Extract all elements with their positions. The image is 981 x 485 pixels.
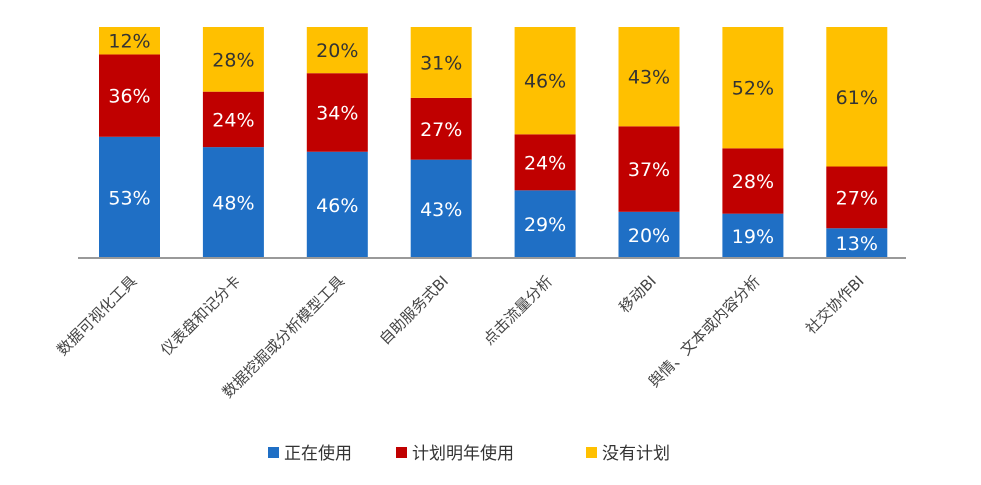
data-label: 53% <box>108 187 150 209</box>
bar-segment <box>514 27 576 135</box>
legend-label: 正在使用 <box>284 443 352 464</box>
legend: 正在使用 计划明年使用 没有计划 <box>268 443 670 464</box>
bar-segment <box>202 91 264 148</box>
data-label: 19% <box>732 226 774 248</box>
bar-segment <box>410 159 472 258</box>
data-label: 27% <box>836 187 878 209</box>
bar-segment <box>826 166 888 229</box>
bar-segment <box>202 147 264 258</box>
x-tick-label: 社交协作BI <box>802 272 868 338</box>
legend-label: 没有计划 <box>602 444 670 464</box>
legend-swatch <box>268 447 279 458</box>
data-label: 34% <box>316 102 358 124</box>
data-label: 46% <box>524 71 566 93</box>
bar-segment <box>618 211 680 258</box>
bar-segment <box>306 27 368 74</box>
bar-segment <box>722 213 784 258</box>
data-label: 28% <box>212 49 254 71</box>
data-label: 20% <box>316 40 358 62</box>
data-label: 61% <box>836 87 878 109</box>
bar-segment <box>618 126 680 212</box>
bar-segment <box>618 27 680 127</box>
x-tick-label: 自助服务式BI <box>376 272 452 348</box>
x-tick-label: 数据挖掘或分析模型工具 <box>219 272 348 401</box>
bar-segment <box>306 73 368 152</box>
legend-swatch <box>396 447 407 458</box>
x-tick-label: 数据可视化工具 <box>53 272 140 359</box>
bar-segment <box>410 27 472 98</box>
data-label: 46% <box>316 195 358 217</box>
bar-segment <box>826 27 888 167</box>
data-label: 27% <box>420 119 462 141</box>
bar-segment <box>99 54 160 137</box>
data-label: 24% <box>212 109 254 131</box>
data-label: 43% <box>420 199 462 221</box>
data-label: 28% <box>732 171 774 193</box>
bars-group: 53% 36% 12% 48% 24% 28% 46% 34% 20% 43% 27% 31% 29% 2… <box>99 27 888 258</box>
bar-segment <box>826 228 888 258</box>
bar-segment <box>514 190 576 258</box>
data-label: 36% <box>108 86 150 108</box>
x-tick-label: 移动BI <box>615 272 659 316</box>
x-tick-label: 点击流量分析 <box>480 272 556 348</box>
bar-segment <box>99 136 160 258</box>
data-label: 31% <box>420 52 462 74</box>
legend-label: 计划明年使用 <box>412 443 514 464</box>
bar-segment <box>410 97 472 160</box>
data-label: 29% <box>524 214 566 236</box>
bar-segment <box>202 27 264 92</box>
data-label: 37% <box>628 159 670 181</box>
data-label: 13% <box>836 233 878 255</box>
data-label: 24% <box>524 152 566 174</box>
legend-swatch <box>586 447 597 458</box>
bar-segment <box>99 27 160 55</box>
bar-segment <box>306 151 368 258</box>
x-tick-label: 舆情、文本或内容分析 <box>645 272 764 391</box>
bar-segment <box>722 148 784 214</box>
data-label: 52% <box>732 78 774 100</box>
x-tick-label: 仪表盘和记分卡 <box>157 272 244 359</box>
data-label: 43% <box>628 67 670 89</box>
data-label: 20% <box>628 225 670 247</box>
data-label: 48% <box>212 193 254 215</box>
bar-segment <box>722 27 784 149</box>
data-label: 12% <box>108 31 150 53</box>
bar-segment <box>514 134 576 191</box>
